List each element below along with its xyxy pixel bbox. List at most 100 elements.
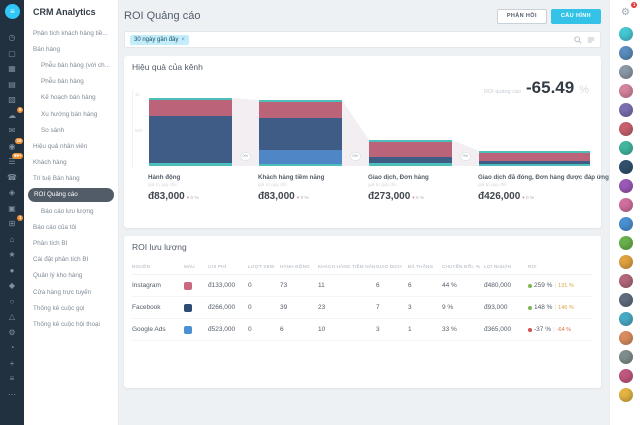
contact-avatar[interactable] (618, 331, 633, 345)
more-icon[interactable]: ⋯ (8, 389, 16, 399)
contact-avatar[interactable] (618, 141, 633, 155)
contact-avatar[interactable] (618, 388, 633, 402)
gear-icon: ⚙ (621, 7, 630, 18)
funnel-bar[interactable] (259, 100, 342, 166)
contact-avatar[interactable] (618, 198, 633, 212)
funnel-bar[interactable] (479, 151, 590, 166)
sidebar-item[interactable]: Phân tích khách hàng tiề... (33, 29, 108, 37)
sidebar-item[interactable]: Phân tích BI (33, 240, 68, 248)
contact-avatar[interactable] (618, 103, 633, 117)
sidebar-item[interactable]: Báo cáo của tôi (33, 223, 77, 231)
sidebar-item[interactable]: Khách hàng (33, 159, 67, 167)
home-icon[interactable]: ⌂ (9, 234, 15, 244)
sidebar-item[interactable]: Phễu bán hàng (với ch... (41, 61, 110, 69)
roi-status-dot (528, 305, 532, 310)
sidebar-item[interactable]: Cài đặt phân tích BI (33, 256, 89, 264)
configure-button[interactable]: CẤU HÌNH (550, 8, 601, 24)
roi-value: 148 % (534, 304, 553, 311)
apps-icon[interactable]: ⊞ 1 (8, 215, 23, 228)
cloud-icon[interactable]: ☁ 5 (8, 106, 23, 120)
conversion-cell: 33 % (442, 326, 457, 333)
contact-avatar[interactable] (618, 84, 633, 98)
table-row[interactable]: Google Ads đ523,000 0 6 10 3 1 33 % đ365,000 -37 … (132, 319, 593, 341)
contact-avatar[interactable] (618, 369, 633, 383)
contact-avatar[interactable] (618, 255, 633, 269)
funnel-bar[interactable] (149, 98, 232, 166)
notifications-gear[interactable]: ⚙ 1 (610, 2, 640, 20)
phone-icon[interactable]: ☎ (7, 172, 17, 182)
sidebar-item[interactable]: Phễu bán hàng (41, 78, 84, 86)
app-logo[interactable]: ≡ (5, 4, 20, 19)
crm-icon[interactable]: ◉ 16 (8, 137, 23, 151)
column-header: Giao dịch (376, 264, 402, 269)
stage-name: Hành động (148, 174, 181, 181)
contact-avatar[interactable] (618, 217, 633, 231)
views-cell: 0 (248, 304, 252, 311)
timer-icon[interactable]: ◔ (9, 343, 15, 352)
monitor-icon[interactable]: ▢ (8, 48, 16, 58)
filter-bar[interactable]: 30 ngày gần đây × (124, 31, 601, 48)
sidebar-item[interactable]: Bán hàng (33, 45, 60, 53)
contact-avatar[interactable] (618, 179, 633, 193)
roi-cell: 259 % | 131 % (528, 282, 586, 289)
contact-avatar[interactable] (618, 236, 633, 250)
favorites-icon[interactable]: ★ (8, 250, 16, 259)
contact-avatar[interactable] (618, 65, 633, 79)
source-cell[interactable]: Google Ads (132, 326, 166, 333)
sidebar-item[interactable]: Thống kê cuộc gọi (33, 304, 85, 312)
sidebar-item[interactable]: Xu hướng bán hàng (41, 110, 98, 118)
menu-icon[interactable]: ≡ (9, 374, 15, 383)
contact-avatar[interactable] (618, 160, 633, 174)
contact-avatar[interactable] (618, 27, 633, 41)
funnel-segment-blue (149, 116, 232, 163)
contact-avatar[interactable] (618, 350, 633, 364)
funnel-card-title: Hiệu quả của kênh (132, 62, 203, 72)
calendar-icon[interactable]: ▦ (8, 64, 16, 73)
contact-avatar[interactable] (618, 122, 633, 136)
funnel-bar[interactable] (369, 140, 452, 166)
document-icon[interactable]: ▤ (8, 79, 16, 89)
sidebar-item-active[interactable]: ROI Quảng cáo (28, 187, 114, 203)
list-settings-icon[interactable] (587, 36, 595, 44)
funnel-segment-teal (149, 163, 232, 166)
stage-name: Giao dịch, Đơn hàng (368, 174, 429, 181)
contact-avatar[interactable] (618, 46, 633, 60)
record-icon[interactable]: ● (9, 265, 15, 275)
contact-avatar[interactable] (618, 293, 633, 307)
clock-icon[interactable]: ◷ (8, 33, 16, 42)
settings-icon[interactable]: ⚙ (8, 327, 16, 337)
date-filter-chip[interactable]: 30 ngày gần đây × (130, 34, 189, 45)
sidebar-item[interactable]: Cửa hàng trực tuyến (33, 288, 92, 296)
chip-close-icon[interactable]: × (181, 36, 185, 43)
drive-icon[interactable]: ▧ (8, 95, 16, 104)
source-cell[interactable]: Facebook (132, 304, 161, 311)
table-row[interactable]: Facebook đ266,000 0 39 23 7 3 9 % đ93,000 148 % | 1… (132, 297, 593, 319)
header-buttons: PHẢN HỒI CẤU HÌNH (496, 8, 601, 24)
sidebar-item[interactable]: Kế hoạch bán hàng (41, 94, 96, 102)
contact-avatar[interactable] (618, 274, 633, 288)
sidebar-item[interactable]: Hiệu quả nhân viên (33, 142, 88, 150)
triangle-icon[interactable]: △ (8, 312, 16, 321)
circle-icon[interactable]: ○ (9, 296, 15, 306)
video-icon[interactable]: ▣ (8, 203, 16, 213)
contact-avatar[interactable] (618, 312, 633, 326)
sidebar-item[interactable]: Quản lý kho hàng (33, 272, 83, 280)
add-icon[interactable]: + (9, 358, 15, 368)
stage-value-row: đ83,000 ▾ 0 % (258, 191, 324, 202)
table-row[interactable]: Instagram đ133,000 0 73 11 6 6 44 % đ480,000 259 … (132, 275, 593, 297)
sidebar-item[interactable]: Thống kê cuộc hội thoại (33, 320, 100, 328)
stage-name: Giao dịch đã đóng, Đơn hàng được đáp ứng (478, 174, 609, 181)
roi-cell: -37 % | -64 % (528, 326, 586, 333)
chat-icon[interactable]: ◈ (8, 188, 16, 197)
sidebar-item[interactable]: Trí tuệ Bán hàng (33, 175, 80, 183)
sidebar-item[interactable]: Báo cáo lưu lượng (41, 207, 94, 215)
sidebar-item[interactable]: So sánh (41, 126, 65, 134)
mail-icon[interactable]: ✉ (8, 126, 16, 135)
search-icon[interactable] (574, 35, 582, 44)
market-icon[interactable]: ◆ (8, 281, 16, 290)
source-cell[interactable]: Instagram (132, 282, 161, 289)
tasks-icon[interactable]: ☰ 99+ (8, 153, 23, 166)
feedback-button[interactable]: PHẢN HỒI (496, 8, 547, 24)
color-swatch (184, 303, 192, 312)
roi-status-dot (528, 283, 532, 288)
